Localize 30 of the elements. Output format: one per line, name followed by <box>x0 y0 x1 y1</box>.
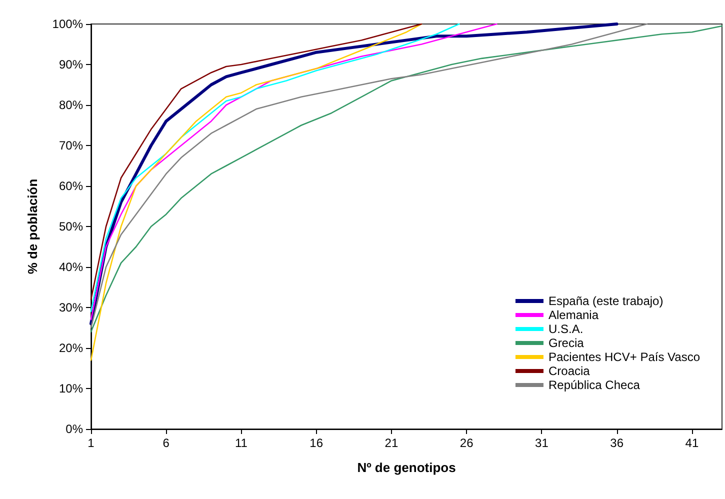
y-tick-label: 90% <box>58 58 84 72</box>
legend-label: República Checa <box>548 378 640 392</box>
x-tick-label: 11 <box>235 436 248 450</box>
y-tick-label: 10% <box>58 382 84 396</box>
x-tick-label: 41 <box>685 436 699 450</box>
x-tick-label: 31 <box>535 436 549 450</box>
legend-label: Grecia <box>548 336 584 350</box>
x-tick-label: 36 <box>610 436 624 450</box>
x-axis-title: Nº de genotipos <box>357 460 456 475</box>
y-tick-label: 70% <box>58 138 84 152</box>
x-tick-label: 6 <box>162 436 170 450</box>
y-tick-label: 0% <box>66 422 84 436</box>
legend-label: Croacia <box>548 364 590 378</box>
y-tick-label: 100% <box>52 17 84 31</box>
legend-label: Pacientes HCV+ País Vasco <box>548 350 700 364</box>
x-tick-label: 21 <box>384 436 398 450</box>
y-tick-label: 50% <box>58 220 84 234</box>
legend-label: España (este trabajo) <box>548 294 664 308</box>
x-tick-label: 1 <box>88 436 95 450</box>
x-tick-label: 26 <box>460 436 474 450</box>
x-tick-label: 16 <box>310 436 324 450</box>
line-series <box>90 23 422 361</box>
y-tick-label: 20% <box>58 341 84 355</box>
legend-label: U.S.A. <box>548 322 584 336</box>
y-axis-title: % de población <box>25 178 40 274</box>
y-tick-label: 30% <box>58 300 84 314</box>
y-tick-label: 80% <box>58 98 84 112</box>
legend-label: Alemania <box>548 308 599 322</box>
y-tick-label: 60% <box>58 179 84 193</box>
y-tick-label: 40% <box>58 260 84 274</box>
